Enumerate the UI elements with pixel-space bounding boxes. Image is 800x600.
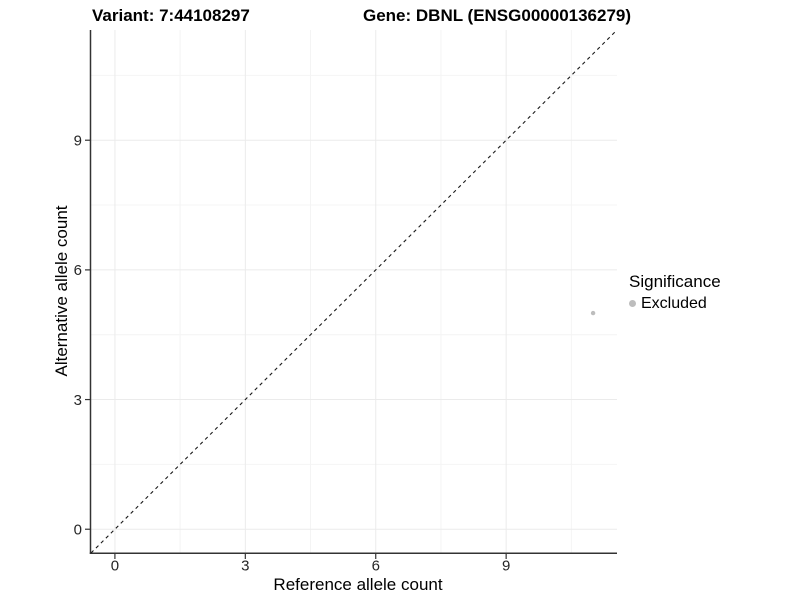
y-tick-label: 3 [74,392,82,409]
legend-entry-label: Excluded [641,295,707,313]
x-tick-label: 6 [372,558,380,575]
y-tick-label: 9 [74,132,82,149]
legend: Significance Excluded [629,272,721,314]
y-tick-label: 0 [74,521,82,538]
plot-title-gene: Gene: DBNL (ENSG00000136279) [363,6,632,25]
x-tick-label: 3 [241,558,249,575]
x-tick-label: 9 [502,558,510,575]
data-point [590,310,596,316]
plot-title-variant: Variant: 7:44108297 [92,6,250,25]
y-axis-title: Alternative allele count [52,205,71,377]
y-tick-label: 6 [74,262,82,279]
legend-point-icon [629,300,636,308]
x-tick-label: 0 [111,558,119,575]
x-axis-title: Reference allele count [273,575,443,594]
legend-entry: Excluded [629,294,721,313]
identity-dashed-line [90,29,618,554]
legend-title: Significance [629,272,721,291]
